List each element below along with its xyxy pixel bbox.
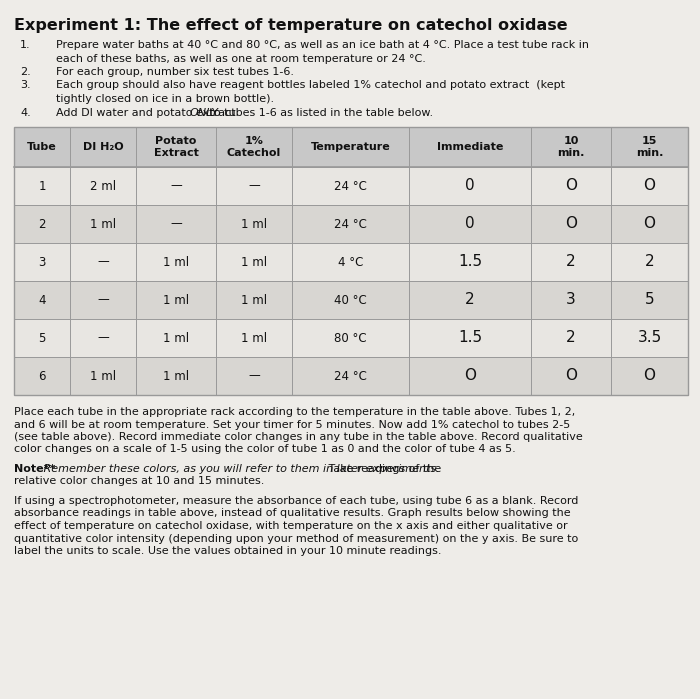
Text: 1 ml: 1 ml [241,217,267,231]
Text: O: O [464,368,476,384]
Text: 80 °C: 80 °C [334,331,367,345]
Text: quantitative color intensity (depending upon your method of measurement) on the : quantitative color intensity (depending … [14,533,578,544]
Text: 4 °C: 4 °C [338,256,363,268]
Text: 1.5: 1.5 [458,254,482,270]
Text: 6: 6 [38,370,46,382]
Text: —: — [248,180,260,192]
Text: 1 ml: 1 ml [163,370,189,382]
Text: Tube: Tube [27,142,57,152]
Text: 15
min.: 15 min. [636,136,663,158]
Text: DI H₂O: DI H₂O [83,142,123,152]
Text: 2: 2 [566,254,576,270]
Text: 1 ml: 1 ml [163,256,189,268]
Text: Each group should also have reagent bottles labeled 1% catechol and potato extra: Each group should also have reagent bott… [56,80,565,90]
Text: 1 ml: 1 ml [241,331,267,345]
Text: to tubes 1-6 as listed in the table below.: to tubes 1-6 as listed in the table belo… [206,108,433,117]
Text: 24 °C: 24 °C [334,180,367,192]
Bar [14,281,688,319]
Text: 2: 2 [466,292,475,308]
Bar [14,127,688,167]
Text: 0: 0 [466,178,475,194]
Text: 5: 5 [38,331,46,345]
Text: 1: 1 [38,180,46,192]
Text: and 6 will be at room temperature. Set your timer for 5 minutes. Now add 1% cate: and 6 will be at room temperature. Set y… [14,419,570,429]
Bar [14,243,688,281]
Text: 10
min.: 10 min. [557,136,584,158]
Bar [14,127,688,395]
Text: 3: 3 [566,292,576,308]
Text: 3.: 3. [20,80,31,90]
Text: 1 ml: 1 ml [163,294,189,306]
Text: 5: 5 [645,292,654,308]
Text: Experiment 1: The effect of temperature on catechol oxidase: Experiment 1: The effect of temperature … [14,18,568,33]
Text: (see table above). Record immediate color changes in any tube in the table above: (see table above). Record immediate colo… [14,432,582,442]
Text: O: O [565,217,577,231]
Text: ONLY: ONLY [189,108,218,117]
Text: relative color changes at 10 and 15 minutes.: relative color changes at 10 and 15 minu… [14,477,265,487]
Text: 1 ml: 1 ml [90,370,116,382]
Text: each of these baths, as well as one at room temperature or 24 °C.: each of these baths, as well as one at r… [56,54,426,64]
Text: Add DI water and potato extract: Add DI water and potato extract [56,108,239,117]
Bar [14,357,688,395]
Text: 0: 0 [466,217,475,231]
Text: —: — [97,294,109,306]
Text: 2: 2 [38,217,46,231]
Text: Place each tube in the appropriate rack according to the temperature in the tabl: Place each tube in the appropriate rack … [14,407,575,417]
Text: O: O [643,368,655,384]
Text: 4: 4 [38,294,46,306]
Bar [14,205,688,243]
Text: Remember these colors, as you will refer to them in later experiments.: Remember these colors, as you will refer… [40,464,440,474]
Text: 1 ml: 1 ml [90,217,116,231]
Text: 2: 2 [566,331,576,345]
Text: label the units to scale. Use the values obtained in your 10 minute readings.: label the units to scale. Use the values… [14,546,442,556]
Text: 1%
Catechol: 1% Catechol [227,136,281,158]
Bar [14,319,688,357]
Text: absorbance readings in table above, instead of qualitative results. Graph result: absorbance readings in table above, inst… [14,508,570,519]
Text: O: O [643,178,655,194]
Text: Take readings of the: Take readings of the [325,464,441,474]
Text: Note**: Note** [14,464,55,474]
Text: tightly closed on ice in a brown bottle).: tightly closed on ice in a brown bottle)… [56,94,274,104]
Text: effect of temperature on catechol oxidase, with temperature on the x axis and ei: effect of temperature on catechol oxidas… [14,521,568,531]
Bar [14,167,688,205]
Text: 2 ml: 2 ml [90,180,116,192]
Text: 4.: 4. [20,108,31,117]
Text: 2.: 2. [20,67,31,77]
Text: 40 °C: 40 °C [334,294,367,306]
Text: —: — [170,217,182,231]
Text: —: — [170,180,182,192]
Text: For each group, number six test tubes 1-6.: For each group, number six test tubes 1-… [56,67,294,77]
Text: O: O [565,178,577,194]
Text: If using a spectrophotometer, measure the absorbance of each tube, using tube 6 : If using a spectrophotometer, measure th… [14,496,578,506]
Text: Immediate: Immediate [437,142,503,152]
Text: 3.5: 3.5 [638,331,662,345]
Text: 1 ml: 1 ml [163,331,189,345]
Text: 3: 3 [38,256,46,268]
Text: O: O [643,217,655,231]
Text: 1 ml: 1 ml [241,294,267,306]
Text: 1.5: 1.5 [458,331,482,345]
Text: —: — [97,256,109,268]
Text: 24 °C: 24 °C [334,370,367,382]
Text: —: — [248,370,260,382]
Text: Potato
Extract: Potato Extract [153,136,198,158]
Text: 1.: 1. [20,40,31,50]
Text: —: — [97,331,109,345]
Text: 2: 2 [645,254,654,270]
Text: Temperature: Temperature [311,142,391,152]
Text: 1 ml: 1 ml [241,256,267,268]
Text: 24 °C: 24 °C [334,217,367,231]
Text: O: O [565,368,577,384]
Text: Prepare water baths at 40 °C and 80 °C, as well as an ice bath at 4 °C. Place a : Prepare water baths at 40 °C and 80 °C, … [56,40,589,50]
Text: color changes on a scale of 1-5 using the color of tube 1 as 0 and the color of : color changes on a scale of 1-5 using th… [14,445,516,454]
